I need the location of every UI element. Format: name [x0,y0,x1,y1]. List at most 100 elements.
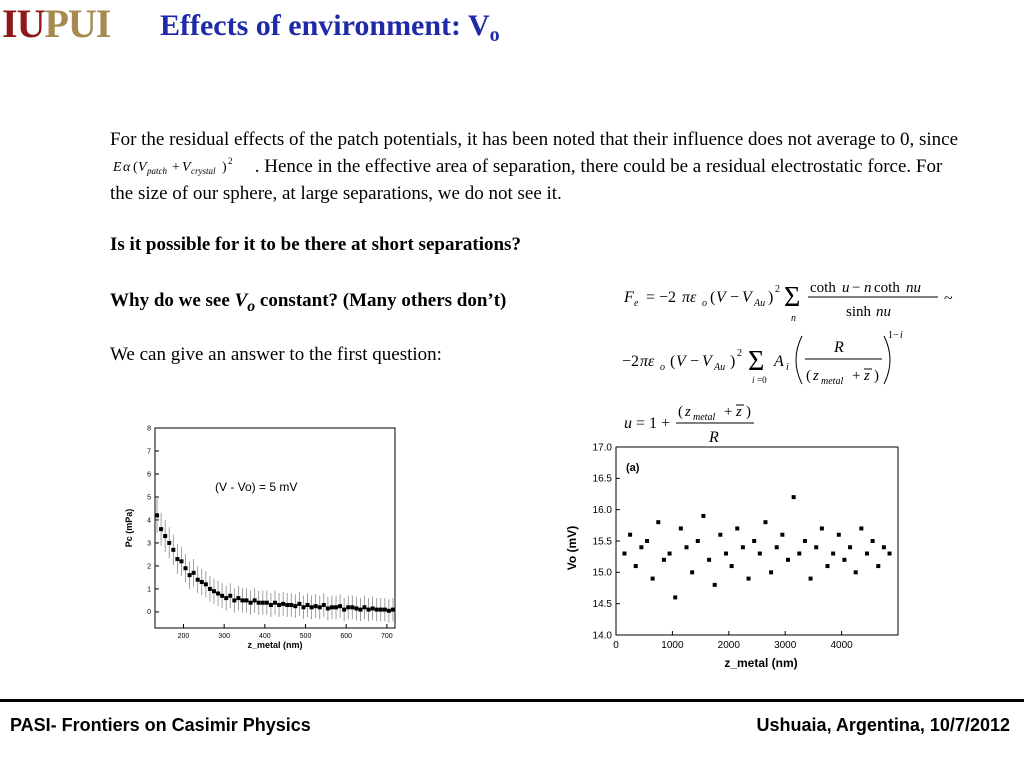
slide-title: Effects of environment: Vo [160,8,500,53]
y-tick-label: 17.0 [593,442,613,453]
svg-text:(: ( [710,289,715,306]
x-tick-label: 0 [613,640,619,651]
svg-text:R: R [708,429,719,446]
svg-text:+: + [724,404,732,420]
x-tick-label: 200 [178,633,190,640]
svg-text:): ) [730,353,735,370]
data-point [358,607,363,612]
data-point [645,539,650,543]
plot-frame [615,446,899,636]
data-point [780,532,785,537]
svg-text:patch: patch [146,166,167,176]
svg-text:+: + [172,160,180,175]
data-point [281,601,286,606]
svg-text:α: α [123,160,131,175]
svg-text:−: − [852,280,860,296]
svg-text:z: z [684,404,691,420]
data-point [183,566,188,571]
data-point [362,605,367,610]
svg-text:πε: πε [682,289,697,306]
chart-vo-vs-zmetal: 14.0 14.5 15.0 15.5 16.0 16.5 17.0 0 1000 2000 30… [565,442,899,670]
svg-text:metal: metal [821,376,843,387]
answer-statement: We can give an answer to the first quest… [110,344,442,365]
svg-text:−2: −2 [622,353,639,370]
inline-equation: E α ( V patch + V crystal ) 2 [112,156,233,176]
data-point [321,603,326,608]
data-point [390,607,395,612]
data-point [650,576,655,581]
data-point [881,545,886,550]
data-point [831,551,836,556]
svg-text:n: n [791,313,796,324]
svg-text:metal: metal [693,412,715,423]
svg-text:i: i [900,330,903,341]
svg-text:sinh: sinh [846,304,872,320]
x-tick-label: 500 [300,633,312,640]
data-point [842,557,847,562]
q2-post: constant? (Many others don’t) [259,290,507,311]
svg-text:z: z [812,368,819,384]
data-point [366,607,371,612]
data-point [678,526,683,531]
data-point [350,605,355,610]
panel-label: (a) [626,462,640,474]
para-before: For the residual effects of the patch po… [110,129,959,150]
data-point [386,608,391,613]
data-point [667,551,672,556]
data-point [870,539,875,543]
annotation-label: (V - Vo) = 5 mV [215,480,297,494]
data-point [199,580,204,585]
svg-text:V: V [742,289,754,306]
data-point [277,603,282,608]
data-point [853,570,858,575]
data-point [248,600,253,605]
svg-text:(: ( [670,353,675,370]
svg-text:V: V [182,160,192,175]
data-point [293,604,298,609]
svg-text:u: u [624,415,632,432]
svg-text:F: F [623,289,634,306]
svg-text:2: 2 [737,348,742,359]
data-point [639,545,644,550]
data-point [285,603,290,608]
data-point [757,551,762,556]
data-point [661,557,666,562]
chart-pc-vs-zmetal: 0 1 2 3 4 5 6 7 8 200 300 400 500 600 700 (V - Vo) = … [124,425,396,650]
svg-text:): ) [746,404,751,420]
data-point [309,605,314,610]
y-axis-label: Vo (mV) [565,526,579,570]
data-point [695,539,700,543]
x-tick-label: 400 [259,633,271,640]
data-point [232,598,237,603]
data-point [155,513,160,518]
svg-text:z: z [735,404,742,420]
question-vo-constant: Why do we see Vo constant? (Many others … [110,290,506,316]
svg-text:V: V [138,160,148,175]
data-point [216,591,221,596]
data-point [163,534,168,539]
data-point [179,559,184,564]
data-point [712,582,717,587]
data-point [313,604,318,609]
y-tick-label: 5 [147,494,151,501]
data-point [207,586,212,591]
x-tick-label: 600 [340,633,352,640]
data-point [305,603,310,608]
svg-text:crystal: crystal [191,166,216,176]
data-point [673,595,678,600]
svg-text:1−: 1− [888,330,899,341]
para-after: . Hence in the effective area of separat… [110,156,943,204]
svg-text:= 1 +: = 1 + [636,415,670,432]
data-point [729,564,734,569]
data-point [159,527,164,532]
data-point [723,551,728,556]
data-point [244,598,249,603]
data-point [264,600,269,605]
data-point [814,545,819,550]
data-point [297,601,302,606]
data-point [774,545,779,550]
svg-text:~: ~ [944,290,953,307]
svg-text:R: R [833,339,844,356]
svg-text:coth: coth [810,280,836,296]
svg-text:−: − [690,353,699,370]
